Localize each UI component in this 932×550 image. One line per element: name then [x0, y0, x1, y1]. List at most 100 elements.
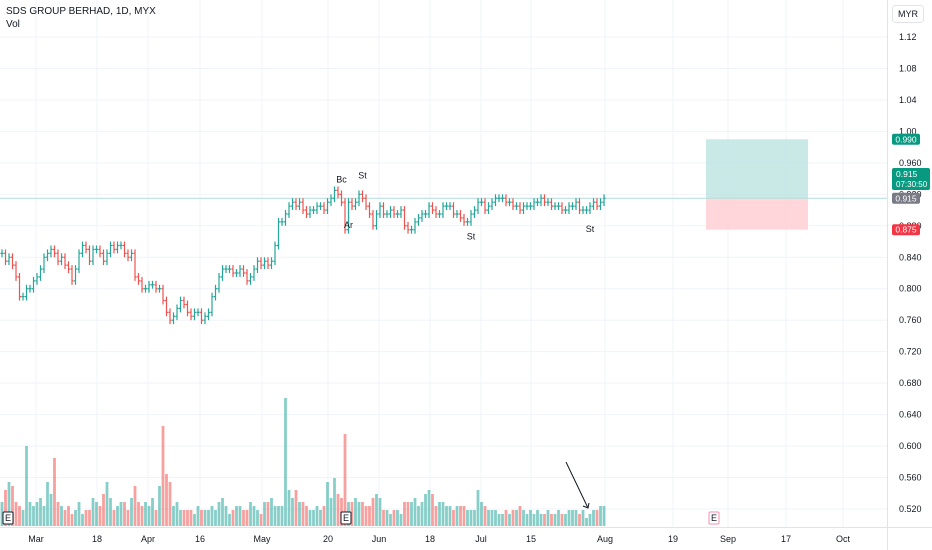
ohlc-bar — [570, 202, 575, 211]
ohlc-bar — [535, 198, 540, 207]
ohlc-bar — [7, 253, 11, 266]
ohlc-bar — [87, 245, 92, 266]
currency-selector[interactable]: MYR — [892, 5, 924, 23]
ohlc-bar — [241, 265, 246, 277]
ohlc-bar — [84, 241, 88, 254]
ohlc-bar — [549, 198, 554, 211]
wyckoff-label: Ar — [344, 220, 353, 230]
volume-bar — [494, 510, 497, 526]
ohlc-bar — [434, 206, 438, 218]
y-tick-label: 0.520 — [899, 504, 922, 514]
ohlc-bar — [427, 202, 431, 218]
volume-bar — [25, 446, 28, 526]
volume-bar — [60, 506, 63, 526]
ohlc-bar — [287, 202, 291, 218]
ohlc-bar — [147, 280, 151, 293]
volume-bar — [599, 506, 602, 526]
ohlc-bar — [77, 249, 81, 273]
ohlc-bar — [584, 206, 589, 214]
ohlc-bar — [353, 198, 358, 211]
y-tick-label: 1.04 — [899, 95, 917, 105]
ohlc-bar — [402, 206, 407, 230]
ohlc-bar — [290, 198, 295, 211]
x-tick-label: May — [253, 534, 271, 544]
volume-bar — [11, 486, 14, 526]
x-tick-label: Sep — [720, 534, 736, 544]
chart-title: SDS GROUP BERHAD, 1D, MYX — [6, 6, 156, 17]
volume-bar — [91, 498, 95, 526]
loss-zone — [706, 198, 808, 230]
ohlc-bar — [308, 206, 312, 218]
ohlc-bar — [588, 202, 592, 214]
ohlc-bar — [472, 206, 477, 218]
volume-bar — [375, 494, 378, 526]
last-price-value: 0.915 — [896, 169, 918, 179]
volume-bar — [151, 498, 154, 526]
volume-bar — [214, 510, 217, 526]
volume-bar — [567, 510, 571, 526]
volume-bar — [42, 506, 46, 526]
ohlc-bar — [465, 217, 470, 226]
y-tick-label: 1.00 — [899, 126, 917, 136]
volume-bar — [329, 498, 333, 526]
ohlc-bar — [192, 308, 197, 321]
ohlc-bar — [374, 210, 379, 230]
x-tick-label: Oct — [836, 534, 851, 544]
volume-bar — [326, 482, 329, 526]
ohlc-bar — [262, 257, 267, 270]
x-tick-label: 20 — [323, 534, 333, 544]
volume-bar — [518, 506, 522, 526]
x-tick-label: Jul — [475, 534, 487, 544]
volume-bar — [336, 494, 340, 526]
event-marker-label: E — [711, 513, 717, 523]
volume-bar — [305, 506, 308, 526]
volume-bar — [574, 510, 578, 526]
ohlc-bar — [371, 210, 375, 230]
volume-bar — [301, 502, 305, 526]
volume-bar — [417, 506, 420, 526]
volume-bar — [497, 514, 501, 526]
volume-bar — [49, 494, 53, 526]
ohlc-bar — [301, 198, 305, 214]
volume-bar — [515, 510, 518, 526]
volume-bar — [172, 506, 175, 526]
volume-bar — [480, 502, 483, 526]
volume-bar — [63, 510, 67, 526]
volume-bar — [357, 502, 361, 526]
ohlc-bar — [336, 186, 340, 199]
ohlc-bar — [112, 241, 116, 254]
ohlc-bar — [455, 210, 459, 218]
ohlc-bar — [318, 202, 323, 211]
volume-bar — [189, 510, 193, 526]
ohlc-bar — [63, 253, 67, 270]
ohlc-bar — [381, 202, 386, 218]
volume-bar — [35, 502, 39, 526]
x-tick-label: 18 — [425, 534, 435, 544]
volume-bar — [112, 510, 116, 526]
volume-bar — [546, 510, 550, 526]
volume-bar — [221, 498, 224, 526]
ohlc-bar — [546, 198, 550, 207]
volume-bar — [578, 514, 581, 526]
ohlc-bar — [346, 198, 351, 234]
ohlc-bar — [311, 206, 316, 214]
wyckoff-label: St — [467, 232, 476, 242]
volume-bar — [476, 490, 480, 526]
ohlc-bar — [273, 241, 277, 266]
ohlc-bar — [66, 261, 71, 273]
y-tick-label: 0.640 — [899, 410, 922, 420]
ohlc-bar — [448, 202, 452, 211]
volume-bar — [399, 514, 403, 526]
volume-bar — [130, 498, 133, 526]
ohlc-bar — [469, 210, 473, 226]
volume-bar — [522, 510, 525, 526]
ohlc-bar — [276, 217, 281, 250]
volume-bar — [231, 510, 235, 526]
ohlc-bar — [595, 198, 599, 211]
volume-bar — [560, 514, 564, 526]
volume-bar — [385, 510, 389, 526]
ohlc-bar — [255, 257, 260, 273]
volume-bar — [371, 498, 375, 526]
